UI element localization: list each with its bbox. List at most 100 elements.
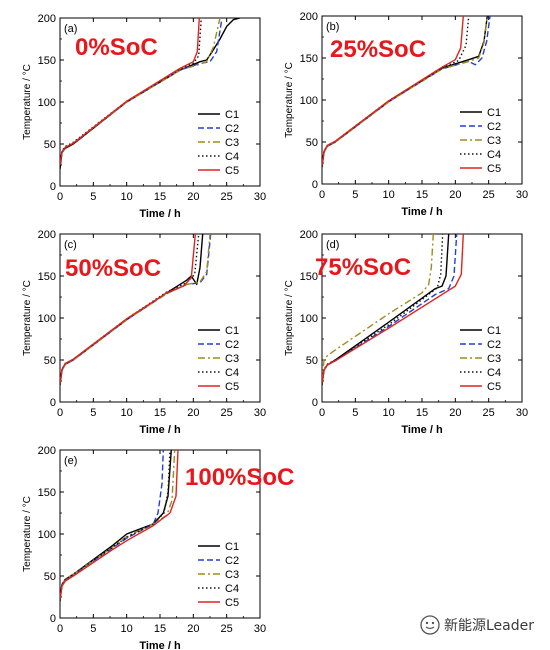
series-line-c2: [322, 234, 458, 384]
x-axis-label: Time / h: [139, 208, 181, 220]
y-tick-label: 50: [44, 139, 56, 151]
x-tick-label: 15: [154, 191, 166, 203]
legend-entry: C5: [225, 597, 239, 609]
legend-entry: C1: [487, 325, 501, 337]
legend-entry: C2: [487, 121, 501, 133]
series-line-c1: [60, 450, 172, 602]
y-tick-label: 50: [44, 571, 56, 583]
panel-label: (b): [326, 21, 339, 33]
y-tick-label: 200: [300, 11, 318, 23]
x-tick-label: 15: [154, 407, 166, 419]
y-tick-label: 150: [38, 271, 56, 283]
x-tick-label: 30: [254, 191, 266, 203]
series-line-c5: [322, 16, 464, 166]
series-line-c2: [60, 450, 164, 600]
y-tick-label: 150: [300, 271, 318, 283]
series-line-c5: [60, 234, 196, 384]
panel-label: (c): [64, 239, 77, 251]
series-line-c5: [60, 450, 179, 600]
x-axis-label: Time / h: [401, 206, 443, 218]
legend-entry: C3: [487, 353, 501, 365]
legend-entry: C5: [225, 381, 239, 393]
x-tick-label: 5: [352, 407, 358, 419]
wechat-icon: [420, 615, 440, 635]
y-tick-label: 100: [38, 97, 56, 109]
legend-entry: C3: [225, 569, 239, 581]
y-tick-label: 0: [50, 181, 56, 193]
series-line-c2: [60, 18, 223, 166]
y-tick-label: 100: [38, 529, 56, 541]
watermark-text: 新能源Leader: [444, 618, 535, 634]
panel-label: (e): [64, 455, 77, 467]
legend-entry: C4: [225, 151, 239, 163]
x-tick-label: 0: [319, 189, 325, 201]
series-line-c5: [322, 234, 464, 384]
y-tick-label: 100: [300, 313, 318, 325]
y-axis-label: Temperature / °C: [284, 62, 295, 138]
chart-panel-c: 0 5 10 15 20 25 30 0 50 100 150 200 Time / h Temperat…: [22, 229, 266, 436]
chart-panel-a: 0 5 10 15 20 25 30 0 50 100 150 200 Time / h Temperat…: [22, 13, 266, 220]
legend-entry: C2: [225, 123, 239, 135]
x-tick-label: 20: [449, 407, 461, 419]
y-tick-label: 150: [38, 55, 56, 67]
legend-entry: C3: [487, 135, 501, 147]
legend-entry: C1: [225, 325, 239, 337]
series-line-c3: [322, 234, 434, 382]
x-tick-label: 30: [516, 189, 528, 201]
panel-label: (d): [326, 239, 339, 251]
x-tick-label: 25: [221, 623, 233, 635]
x-axis-label: Time / h: [139, 424, 181, 436]
soc-label: 50%SoC: [65, 255, 161, 282]
x-tick-label: 10: [121, 191, 133, 203]
y-tick-label: 150: [38, 487, 56, 499]
x-tick-label: 0: [57, 191, 63, 203]
chart-panel-b: 0 5 10 15 20 25 30 0 50 100 150 200 Time / h Temperat…: [284, 11, 528, 218]
series-line-c3: [60, 450, 176, 600]
y-tick-label: 100: [38, 313, 56, 325]
x-tick-label: 5: [90, 191, 96, 203]
x-tick-label: 20: [449, 189, 461, 201]
x-tick-label: 30: [254, 407, 266, 419]
panel-label: (a): [64, 23, 77, 35]
legend-entry: C4: [487, 367, 501, 379]
x-tick-label: 25: [221, 407, 233, 419]
soc-label: 0%SoC: [75, 34, 158, 61]
x-tick-label: 20: [187, 623, 199, 635]
x-tick-label: 5: [90, 407, 96, 419]
x-tick-label: 20: [187, 407, 199, 419]
legend-entry: C4: [225, 367, 239, 379]
y-axis-label: Temperature / °C: [22, 280, 33, 356]
legend-entry: C3: [225, 137, 239, 149]
x-tick-label: 10: [121, 623, 133, 635]
y-axis-label: Temperature / °C: [22, 64, 33, 140]
y-tick-label: 50: [44, 355, 56, 367]
y-axis-label: Temperature / °C: [22, 496, 33, 572]
x-tick-label: 0: [57, 407, 63, 419]
x-tick-label: 15: [416, 189, 428, 201]
legend-entry: C5: [487, 163, 501, 175]
x-tick-label: 25: [483, 407, 495, 419]
y-tick-label: 0: [312, 179, 318, 191]
soc-label: 25%SoC: [330, 36, 426, 63]
y-tick-label: 50: [306, 137, 318, 149]
series-line-c5: [60, 18, 200, 166]
y-tick-label: 200: [38, 13, 56, 25]
chart-panel-d: 0 5 10 15 20 25 30 0 50 100 150 200 Time / h Temperat…: [284, 229, 528, 436]
x-tick-label: 10: [121, 407, 133, 419]
legend-entry: C5: [487, 381, 501, 393]
watermark: 新能源Leader: [420, 614, 545, 636]
x-tick-label: 25: [221, 191, 233, 203]
soc-label: 100%SoC: [185, 464, 294, 491]
y-axis-label: Temperature / °C: [284, 280, 295, 356]
legend-entry: C3: [225, 353, 239, 365]
y-tick-label: 0: [50, 397, 56, 409]
x-tick-label: 30: [254, 623, 266, 635]
x-axis-label: Time / h: [139, 640, 181, 650]
x-tick-label: 30: [516, 407, 528, 419]
chart-panel-e: 0 5 10 15 20 25 30 0 50 100 150 200 Time / h Temperat…: [22, 445, 294, 650]
x-tick-label: 25: [483, 189, 495, 201]
y-tick-label: 50: [306, 355, 318, 367]
x-tick-label: 0: [319, 407, 325, 419]
y-tick-label: 0: [312, 397, 318, 409]
x-tick-label: 10: [383, 407, 395, 419]
